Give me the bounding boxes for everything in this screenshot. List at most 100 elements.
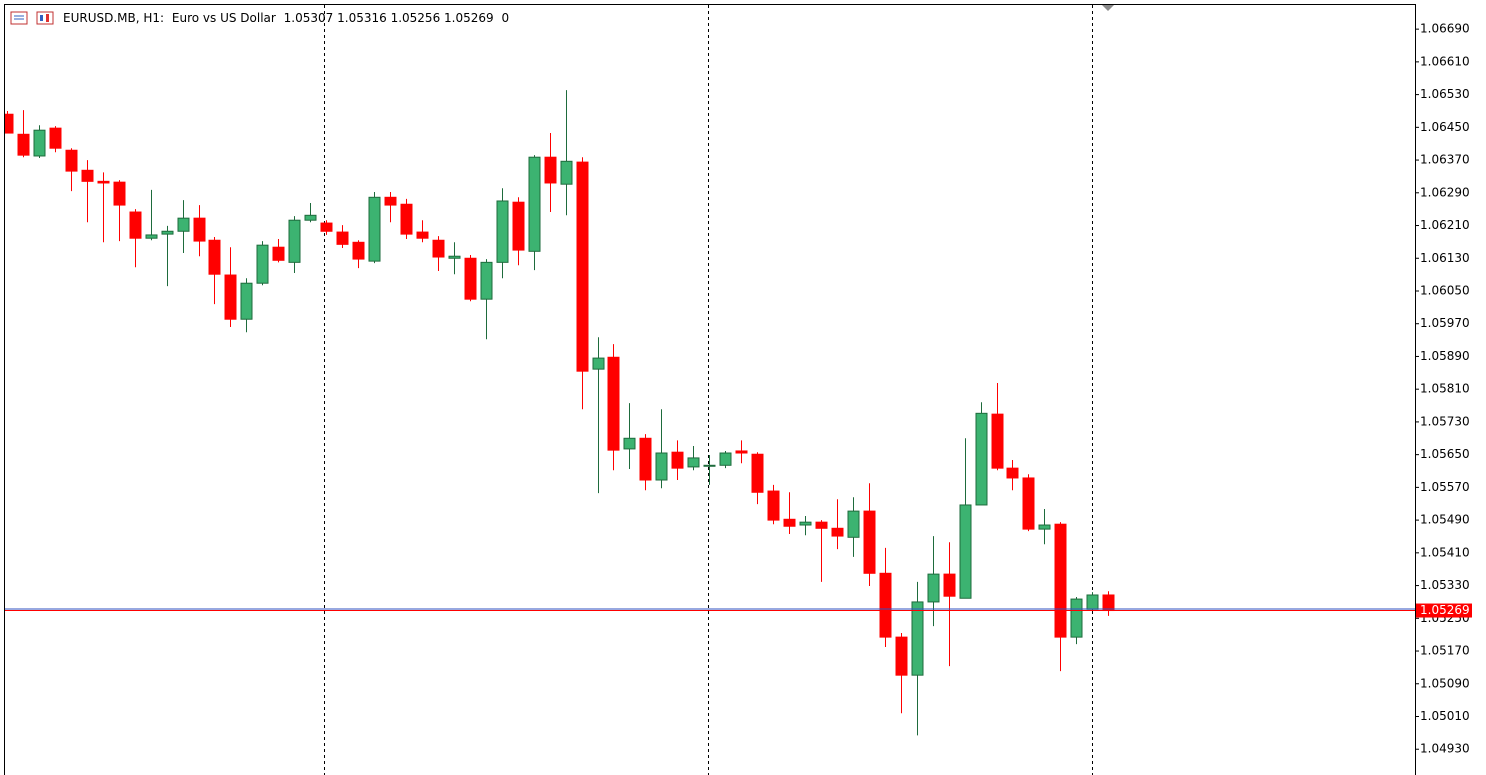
candle-body — [17, 133, 30, 156]
candle-body — [943, 573, 956, 597]
header-value: 1.05269 — [444, 11, 494, 25]
candle-body — [959, 504, 972, 599]
y-tick-label: 1.05730 — [1420, 414, 1470, 428]
candle-body — [97, 180, 110, 184]
candle-body — [145, 234, 158, 239]
candle-body — [113, 181, 126, 206]
candle-body — [687, 457, 700, 468]
candle-body — [464, 257, 477, 300]
candle-body — [49, 127, 62, 149]
candle-body — [735, 450, 748, 454]
y-tick-label: 1.05570 — [1420, 480, 1470, 494]
candle-body — [336, 231, 349, 245]
candle-body — [240, 282, 253, 320]
candle-body — [767, 490, 780, 521]
candle-body — [671, 451, 684, 469]
candle-body — [528, 156, 541, 252]
symbol: EURUSD.MB, H1: — [63, 11, 164, 25]
y-tick-label: 1.05010 — [1420, 709, 1470, 723]
price-label: 1.05269 — [1420, 603, 1470, 617]
candle-body — [815, 521, 828, 529]
candle-body — [1006, 467, 1019, 479]
description: Euro vs US Dollar — [172, 11, 276, 25]
candle-body — [161, 230, 174, 235]
plot-border — [4, 4, 1416, 775]
y-tick-label: 1.06690 — [1420, 22, 1470, 36]
price-label-box — [1416, 603, 1472, 618]
candle-body — [304, 214, 317, 221]
candle-body — [496, 200, 509, 263]
y-tick-label: 1.05170 — [1420, 644, 1470, 658]
y-tick-label: 1.06050 — [1420, 283, 1470, 297]
candle-body — [416, 231, 429, 239]
candle-body — [400, 203, 413, 235]
icon-chart[interactable] — [36, 11, 54, 25]
candle-body — [384, 196, 397, 206]
candle-body — [560, 160, 573, 185]
candle-body — [783, 518, 796, 527]
candle-body — [799, 521, 812, 526]
candle-body — [703, 464, 716, 467]
candle-body — [1102, 594, 1115, 612]
candle-body — [480, 261, 493, 300]
candle-body — [831, 527, 844, 537]
candle-body — [1054, 523, 1067, 638]
candle-body — [863, 510, 876, 574]
candles — [5, 90, 1115, 736]
y-tick-label: 1.05970 — [1420, 316, 1470, 330]
candle-body — [256, 244, 269, 284]
candle-body — [320, 222, 333, 232]
candle-body — [592, 357, 605, 370]
icon-menu[interactable] — [10, 11, 28, 25]
y-tick-label: 1.06370 — [1420, 153, 1470, 167]
candle-body — [623, 437, 636, 450]
y-tick-label: 1.05810 — [1420, 382, 1470, 396]
y-tick-label: 1.05330 — [1420, 578, 1470, 592]
candle-body — [991, 413, 1004, 469]
y-tick-label: 1.05090 — [1420, 676, 1470, 690]
candle-body — [911, 601, 924, 676]
candle-body — [1022, 477, 1035, 530]
candle-body — [1086, 594, 1099, 610]
icon-bar — [40, 15, 43, 21]
shift-marker[interactable] — [1102, 5, 1114, 11]
y-tick-label: 1.06610 — [1420, 54, 1470, 68]
y-tick-label: 1.05890 — [1420, 349, 1470, 363]
candle-body — [1070, 598, 1083, 638]
y-tick-label: 1.06130 — [1420, 251, 1470, 265]
candle-body — [81, 169, 94, 182]
candle-body — [847, 510, 860, 538]
candle-body — [576, 161, 589, 372]
header-value: 0 — [501, 11, 509, 25]
candle-body — [288, 219, 301, 263]
y-tick-label: 1.06290 — [1420, 185, 1470, 199]
candle-body — [639, 437, 652, 481]
candle-body — [927, 573, 940, 603]
header-value: 1.05256 — [391, 11, 441, 25]
candle-body — [544, 156, 557, 184]
y-tick-label: 1.05650 — [1420, 447, 1470, 461]
y-tick-label: 1.04930 — [1420, 742, 1470, 756]
candle-body — [751, 453, 764, 493]
candle-body — [65, 149, 78, 172]
header: EURUSD.MB, H1: Euro vs US Dollar 1.05307… — [63, 11, 509, 25]
candle-body — [177, 217, 190, 232]
y-tick-label: 1.06450 — [1420, 120, 1470, 134]
candle-body — [129, 211, 142, 239]
candle-body — [272, 246, 285, 261]
header-value: 1.05316 — [337, 11, 387, 25]
candle-body — [208, 239, 221, 275]
candle-body — [975, 412, 988, 506]
candle-body — [607, 356, 620, 451]
candle-body — [5, 113, 14, 134]
candle-body — [432, 239, 445, 258]
candle-body — [448, 255, 461, 259]
candle-body — [655, 452, 668, 481]
y-tick-label: 1.06210 — [1420, 218, 1470, 232]
header-icons — [10, 11, 54, 25]
candle-body — [352, 241, 365, 260]
icon-bar — [46, 14, 49, 22]
candle-body — [719, 452, 732, 466]
